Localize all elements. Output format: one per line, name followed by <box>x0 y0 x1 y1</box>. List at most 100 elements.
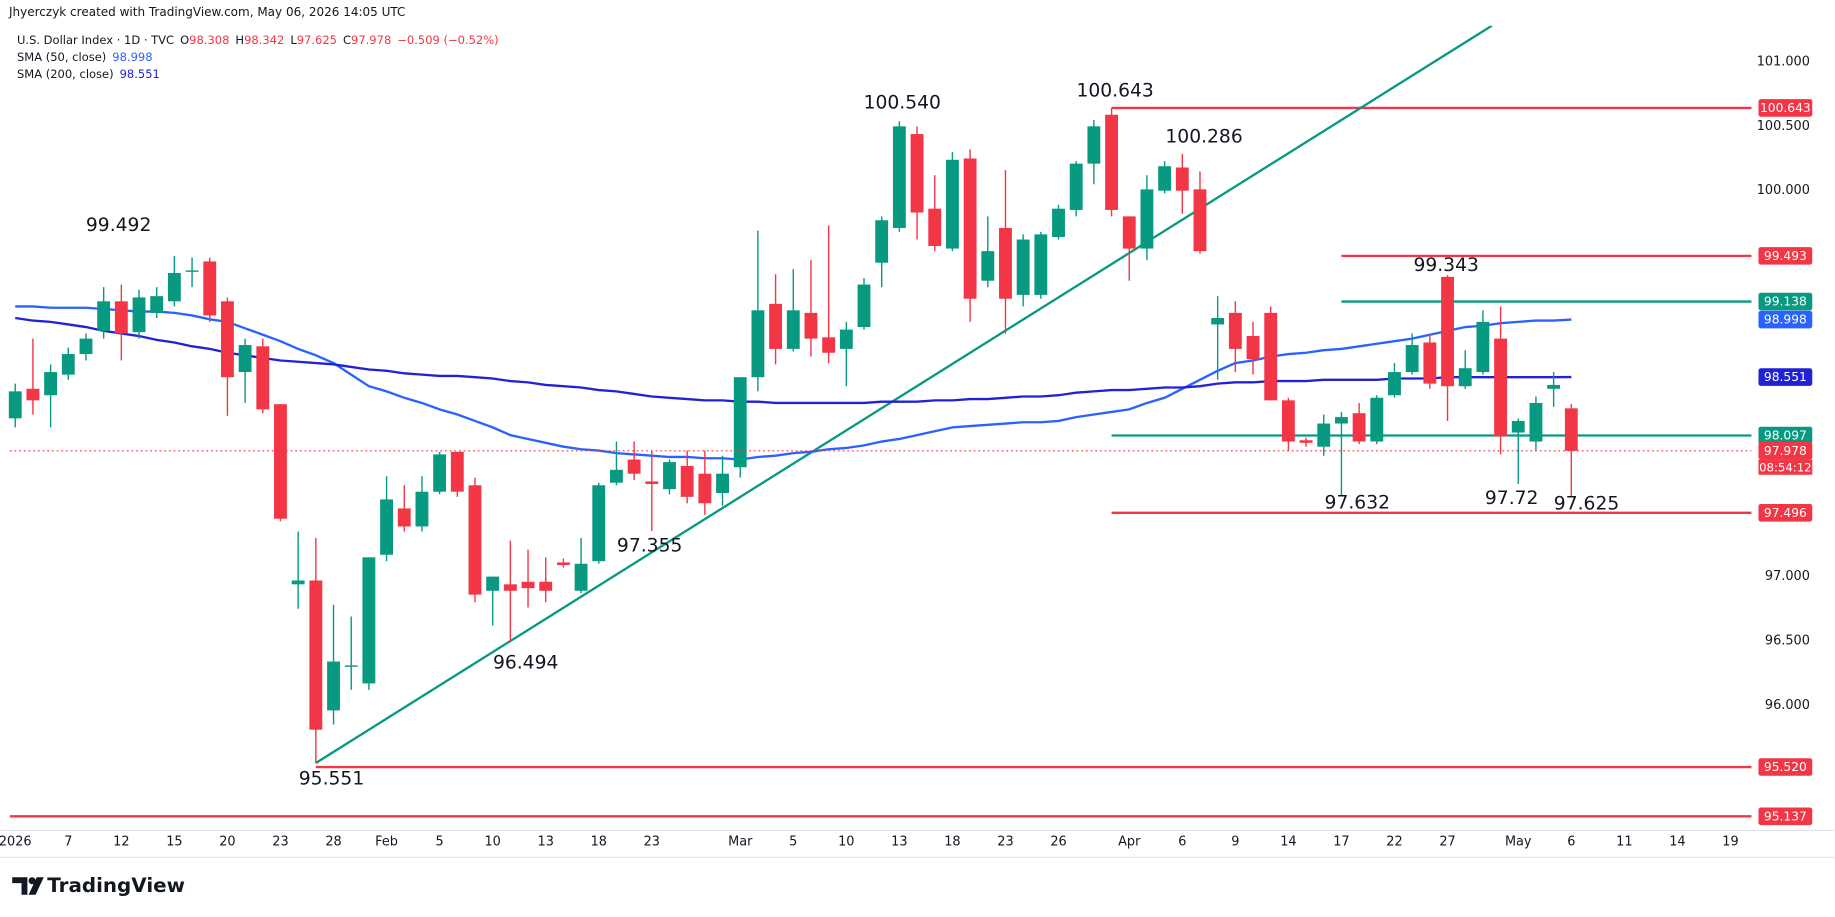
candle-body <box>1105 114 1118 210</box>
candle-body <box>521 581 535 589</box>
candle <box>1547 372 1561 407</box>
candle-body <box>592 485 606 562</box>
candle <box>274 404 287 522</box>
candle <box>79 333 93 361</box>
price-badge: 95.137 <box>1758 807 1813 826</box>
candle <box>486 576 500 626</box>
candle-body <box>610 469 623 483</box>
candle <box>892 121 906 232</box>
candle <box>928 175 942 252</box>
candle <box>751 230 765 392</box>
candle <box>822 225 836 364</box>
candle <box>114 284 128 361</box>
candle <box>574 538 588 594</box>
price-badge: 100.643 <box>1758 99 1813 117</box>
candle-body <box>1034 234 1048 295</box>
candle <box>1529 396 1543 451</box>
x-tick-label: 5 <box>436 835 444 850</box>
candle <box>362 557 376 690</box>
candle <box>26 338 40 415</box>
candle <box>1335 411 1348 496</box>
candle-body <box>804 312 818 339</box>
candle-body <box>132 297 146 333</box>
x-tick-label: 20 <box>219 835 235 850</box>
price-badge: 99.493 <box>1758 247 1813 265</box>
candle <box>97 287 111 339</box>
candle-body <box>486 576 500 591</box>
credit-line: Jhyerczyk created with TradingView.com, … <box>9 5 406 19</box>
candle-body <box>167 273 181 302</box>
candle-body <box>344 665 358 667</box>
y-tick-label: 101.000 <box>1757 55 1810 70</box>
legend-row: U.S. Dollar Index · 1D · TVC O98.308 H98.3… <box>17 32 499 49</box>
price-badge-label: 95.137 <box>1764 809 1807 823</box>
price-annotation: 100.286 <box>1165 126 1242 147</box>
symbol-title: U.S. Dollar Index · 1D · TVC <box>17 33 175 47</box>
candle-body <box>680 465 694 497</box>
x-tick-label: 5 <box>789 835 797 850</box>
x-tick-label: Mar <box>728 835 753 850</box>
candle-body <box>256 346 270 410</box>
x-tick-label: 13 <box>538 835 554 850</box>
x-tick-label: Feb <box>375 835 398 850</box>
candle-body <box>857 284 871 328</box>
candle <box>680 450 694 504</box>
candle <box>167 256 181 307</box>
candle <box>1281 397 1295 451</box>
candle-body <box>1441 276 1454 387</box>
x-tick-label: 6 <box>1567 835 1575 850</box>
candle <box>786 269 800 352</box>
candle-body <box>1052 208 1065 237</box>
candle <box>1052 204 1065 240</box>
candle-body <box>468 485 482 595</box>
candle-body <box>928 208 942 246</box>
candle <box>1193 171 1207 254</box>
ohlc-value: 97.978 <box>351 33 392 47</box>
change: −0.509 (−0.52%) <box>397 33 499 47</box>
x-tick-label: 27 <box>1439 835 1455 850</box>
candle-body <box>1016 239 1030 295</box>
countdown-box <box>1758 459 1813 475</box>
candle <box>291 531 305 609</box>
logo-text: TradingView <box>47 874 185 897</box>
candle-body <box>415 491 429 527</box>
candle <box>963 149 977 322</box>
ohlc-letter: L <box>290 33 297 47</box>
ohlc-value: 97.625 <box>296 33 337 47</box>
candle <box>1158 161 1172 194</box>
price-badge-box <box>1758 99 1813 117</box>
price-annotation: 100.643 <box>1076 81 1153 102</box>
candle <box>1175 153 1189 214</box>
candle-body <box>433 454 447 492</box>
candle <box>910 126 924 240</box>
candle-body <box>1511 420 1525 433</box>
y-tick-label: 96.500 <box>1765 633 1810 648</box>
candle <box>132 289 146 339</box>
candle-body <box>1423 342 1437 384</box>
candle-body <box>963 158 977 299</box>
candle <box>1264 306 1278 401</box>
candle-body <box>910 134 924 213</box>
candle-body <box>875 220 889 263</box>
x-tick-label: 14 <box>1280 835 1296 850</box>
x-tick-label: 23 <box>644 835 660 850</box>
candle-body <box>79 338 93 355</box>
candle <box>999 170 1012 334</box>
candle-body <box>733 377 747 468</box>
candle-body <box>1228 312 1242 349</box>
price-badge-label: 97.978 <box>1764 444 1807 458</box>
candle <box>238 338 252 403</box>
candle <box>733 377 747 478</box>
candle-body <box>238 345 252 373</box>
candle <box>327 604 340 725</box>
candle-body <box>627 459 641 474</box>
candle-body <box>114 301 128 334</box>
legend-row: SMA (200, close) 98.551 <box>17 66 499 83</box>
x-tick-label: 17 <box>1333 835 1349 850</box>
price-annotation: 100.540 <box>864 92 941 113</box>
candle <box>1511 418 1525 484</box>
candle-body <box>716 473 729 493</box>
x-tick-label: 15 <box>166 835 182 850</box>
candle <box>1087 119 1101 185</box>
price-annotation: 99.343 <box>1413 255 1478 276</box>
